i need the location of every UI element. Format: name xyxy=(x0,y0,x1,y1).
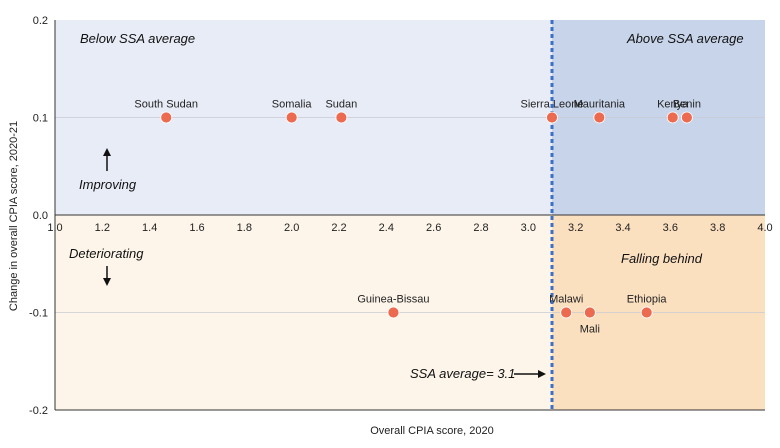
y-tick-label: 0.2 xyxy=(33,15,48,27)
data-point xyxy=(560,306,573,319)
data-point xyxy=(593,111,606,124)
deteriorating-label: Deteriorating xyxy=(69,246,144,261)
data-label: Ethiopia xyxy=(627,294,668,306)
y-tick-label: 0.1 xyxy=(33,113,48,125)
y-tick-label: 0.0 xyxy=(33,210,48,222)
y-axis-title: Change in overall CPIA score, 2020-21 xyxy=(8,121,20,311)
quadrant-label-above: Above SSA average xyxy=(626,31,744,46)
improving-label: Improving xyxy=(79,177,137,192)
data-point xyxy=(387,306,400,319)
x-tick-label: 2.6 xyxy=(426,222,441,234)
y-tick-label: -0.1 xyxy=(29,308,48,320)
data-label: Sudan xyxy=(325,99,357,111)
data-point xyxy=(640,306,653,319)
data-label: South Sudan xyxy=(134,99,198,111)
data-label: Mauritania xyxy=(574,99,626,111)
axes xyxy=(54,20,765,411)
data-label: Mali xyxy=(580,324,600,336)
x-tick-label: 2.2 xyxy=(331,222,346,234)
x-tick-label: 3.6 xyxy=(663,222,678,234)
x-axis-title: Overall CPIA score, 2020 xyxy=(370,425,494,437)
data-points xyxy=(160,111,693,319)
data-point xyxy=(546,111,558,124)
x-tick-label: 3.8 xyxy=(710,222,725,234)
point-labels: South Sudan Somalia Sudan Sierra LeoneMauri… xyxy=(134,99,701,336)
data-point xyxy=(583,306,596,319)
data-point xyxy=(285,111,298,124)
x-tick-label: 3.0 xyxy=(521,222,536,234)
x-tick-label: 1.6 xyxy=(189,222,204,234)
ssa-average-annotation: SSA average= 3.1 xyxy=(410,366,546,381)
data-point xyxy=(160,111,173,124)
x-tick-label: 3.4 xyxy=(615,222,630,234)
data-label: Malawi xyxy=(549,294,583,306)
quadrant-label-below: Below SSA average xyxy=(80,31,195,46)
data-point xyxy=(681,111,693,124)
y-tick-label: -0.2 xyxy=(29,405,48,417)
deteriorating-annotation: Deteriorating xyxy=(69,246,144,286)
quadrant-label-falling-behind: Falling behind xyxy=(621,251,703,266)
x-tick-label: 1.4 xyxy=(142,222,157,234)
x-tick-label: 4.0 xyxy=(757,222,772,234)
data-label: Kenya xyxy=(657,99,689,111)
data-label: Somalia xyxy=(272,99,313,111)
x-tick-label: 3.2 xyxy=(568,222,583,234)
right-arrow-head-icon xyxy=(538,370,546,378)
improving-annotation: Improving xyxy=(79,148,137,192)
x-tick-label: 2.8 xyxy=(473,222,488,234)
x-tick-label: 2.0 xyxy=(284,222,299,234)
x-tick-label: 1.2 xyxy=(95,222,110,234)
up-arrow-head-icon xyxy=(103,148,111,156)
data-point xyxy=(666,111,679,124)
data-label: Guinea-Bissau xyxy=(357,294,429,306)
ssa-average-label: SSA average= 3.1 xyxy=(410,366,515,381)
data-label: Benin xyxy=(673,99,701,111)
x-tick-label: 2.4 xyxy=(379,222,394,234)
data-label: Sierra Leone xyxy=(521,99,584,111)
data-point xyxy=(335,111,348,124)
x-tick-label: 1.8 xyxy=(237,222,252,234)
tick-labels: 1.0 1.2 1.4 1.6 1.8 2.0 2.2 2.4 2.6 2.8 3.0 3.2 3.4 3… xyxy=(29,15,773,417)
down-arrow-head-icon xyxy=(103,278,111,286)
x-tick-label: 1.0 xyxy=(47,222,62,234)
